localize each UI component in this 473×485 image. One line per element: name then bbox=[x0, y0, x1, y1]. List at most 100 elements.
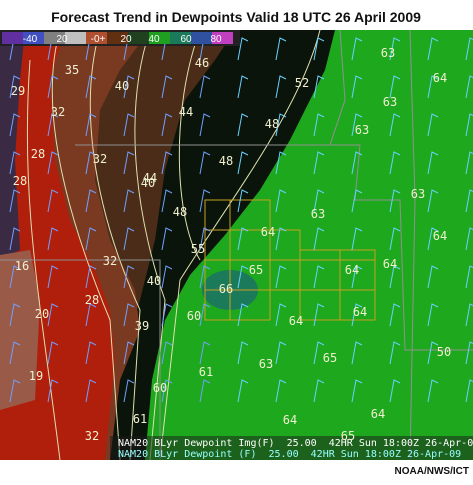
wind-barb bbox=[275, 227, 287, 251]
contour-label: 28 bbox=[31, 147, 45, 161]
colorbar-label: 80 bbox=[210, 34, 222, 45]
contour-label: 52 bbox=[295, 76, 309, 90]
wind-barb bbox=[465, 75, 473, 99]
contour-label: 61 bbox=[133, 412, 147, 426]
colorbar-swatch bbox=[65, 32, 86, 44]
wind-barb bbox=[9, 113, 21, 137]
wind-barb bbox=[389, 303, 401, 327]
wind-barb bbox=[427, 265, 439, 289]
colorbar-label: -0+ bbox=[91, 34, 106, 45]
colorbar-swatch bbox=[2, 32, 23, 44]
contour-label: 40 bbox=[115, 79, 129, 93]
wind-barb bbox=[9, 151, 21, 175]
contour-label: 64 bbox=[345, 263, 359, 277]
wind-barb bbox=[47, 189, 59, 213]
wind-barb bbox=[275, 265, 287, 289]
contour-label: 32 bbox=[93, 152, 107, 166]
wind-barb bbox=[123, 189, 135, 213]
wind-barb bbox=[9, 341, 21, 365]
wind-barb bbox=[313, 303, 325, 327]
wind-barb bbox=[389, 37, 401, 61]
wind-barb bbox=[161, 113, 173, 137]
contour-label: 44 bbox=[143, 171, 157, 185]
wind-barb bbox=[9, 303, 21, 327]
wind-barb bbox=[123, 151, 135, 175]
colorbar-label: 60 bbox=[180, 34, 192, 45]
wind-barb bbox=[237, 113, 249, 137]
contours bbox=[26, 29, 321, 461]
wind-barb bbox=[123, 303, 135, 327]
wind-barb bbox=[465, 341, 473, 365]
contour-label: 63 bbox=[259, 357, 273, 371]
wind-barb bbox=[313, 341, 325, 365]
contour-label: 44 bbox=[179, 105, 193, 119]
wind-barb bbox=[427, 75, 439, 99]
wind-barb bbox=[47, 151, 59, 175]
wind-barb bbox=[465, 379, 473, 403]
wind-barb bbox=[199, 379, 211, 403]
wind-barb bbox=[9, 265, 21, 289]
contour-label: 40 bbox=[147, 274, 161, 288]
wind-barb bbox=[389, 189, 401, 213]
contour-label: 32 bbox=[85, 429, 99, 443]
wind-barb bbox=[85, 189, 97, 213]
contour-label: 61 bbox=[199, 365, 213, 379]
wind-barb bbox=[85, 265, 97, 289]
wind-barb bbox=[123, 341, 135, 365]
contour-label: 35 bbox=[65, 63, 79, 77]
wind-barb bbox=[313, 265, 325, 289]
wind-barb bbox=[389, 227, 401, 251]
contour-label: 46 bbox=[195, 56, 209, 70]
wind-barb bbox=[427, 303, 439, 327]
wind-barb bbox=[389, 265, 401, 289]
wind-barb bbox=[427, 151, 439, 175]
wind-barb bbox=[9, 189, 21, 213]
wind-barb bbox=[237, 227, 249, 251]
contour-label: 48 bbox=[173, 205, 187, 219]
wind-barb bbox=[199, 303, 211, 327]
wind-barb bbox=[313, 189, 325, 213]
wind-barb bbox=[313, 37, 325, 61]
wind-barb bbox=[351, 37, 363, 61]
wind-barb bbox=[275, 303, 287, 327]
colorbar-swatch bbox=[212, 32, 233, 44]
wind-barb bbox=[161, 303, 173, 327]
contour-label: 32 bbox=[103, 254, 117, 268]
wind-barb bbox=[465, 189, 473, 213]
wind-barb bbox=[351, 227, 363, 251]
wind-barb bbox=[427, 379, 439, 403]
contour-label: 64 bbox=[383, 257, 397, 271]
wind-barb bbox=[351, 341, 363, 365]
contour-label: 55 bbox=[191, 242, 205, 256]
colorbar-swatch bbox=[170, 32, 191, 44]
wind-barb bbox=[275, 37, 287, 61]
pink-region bbox=[0, 250, 40, 410]
wind-barb bbox=[199, 113, 211, 137]
wind-barb bbox=[275, 151, 287, 175]
info-band bbox=[110, 436, 473, 460]
wind-barb bbox=[313, 227, 325, 251]
wind-barb bbox=[237, 303, 249, 327]
wind-barb bbox=[351, 189, 363, 213]
contour-label: 20 bbox=[35, 307, 49, 321]
wind-barb bbox=[237, 341, 249, 365]
wind-barb bbox=[85, 75, 97, 99]
wind-barb bbox=[237, 37, 249, 61]
contour-label: 65 bbox=[323, 351, 337, 365]
wind-barb bbox=[465, 113, 473, 137]
wind-barb bbox=[275, 113, 287, 137]
wind-barb bbox=[85, 227, 97, 251]
colorbar-swatch bbox=[107, 32, 128, 44]
wind-barb bbox=[351, 265, 363, 289]
wind-barb bbox=[47, 303, 59, 327]
contour-label: 63 bbox=[355, 123, 369, 137]
wind-barb bbox=[47, 341, 59, 365]
wind-barb bbox=[313, 75, 325, 99]
credit: NOAA/NWS/ICT bbox=[395, 466, 469, 477]
wind-barb bbox=[123, 75, 135, 99]
title: Forecast Trend in Dewpoints Valid 18 UTC… bbox=[51, 9, 421, 25]
wind-barb bbox=[427, 113, 439, 137]
wind-barb bbox=[9, 379, 21, 403]
wind-barb bbox=[47, 265, 59, 289]
